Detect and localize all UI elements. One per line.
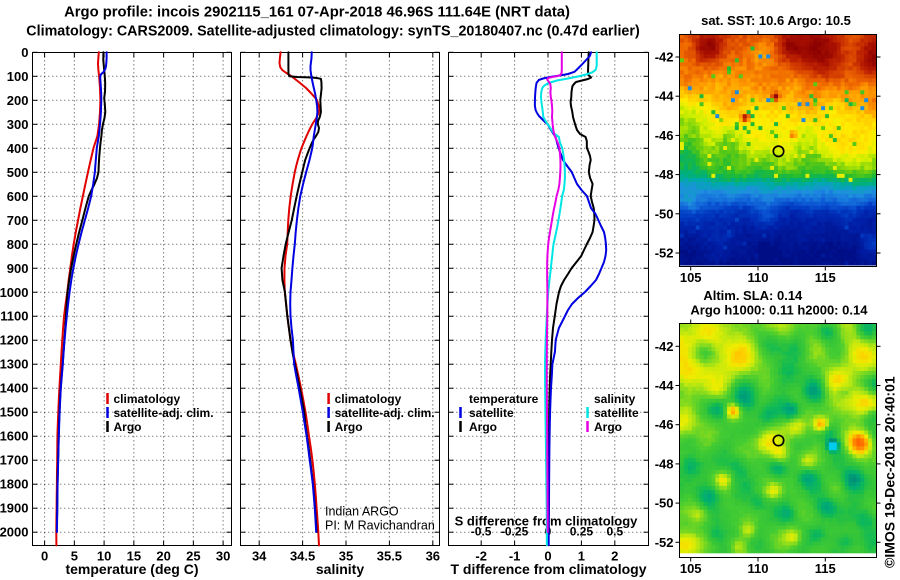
svg-text:30: 30 xyxy=(216,549,230,564)
svg-text:1500: 1500 xyxy=(0,405,29,420)
svg-text:0: 0 xyxy=(41,549,48,564)
svg-text:2000: 2000 xyxy=(0,525,29,540)
svg-text:500: 500 xyxy=(7,165,29,180)
svg-text:PI: M Ravichandran: PI: M Ravichandran xyxy=(325,519,435,533)
svg-text:1200: 1200 xyxy=(0,333,29,348)
svg-text:Argo h1000: 0.11 h2000: 0.14: Argo h1000: 0.11 h2000: 0.14 xyxy=(690,303,868,318)
svg-text:1300: 1300 xyxy=(0,357,29,372)
svg-text:1400: 1400 xyxy=(0,381,29,396)
svg-text:-0.5: -0.5 xyxy=(471,525,492,539)
svg-text:25: 25 xyxy=(186,549,200,564)
svg-text:0.5: 0.5 xyxy=(607,525,624,539)
svg-text:Climatology: CARS2009. Satelli: Climatology: CARS2009. Satellite-adjuste… xyxy=(26,24,640,40)
svg-text:temperature: temperature xyxy=(469,392,539,406)
svg-text:Argo: Argo xyxy=(114,420,142,434)
svg-text:34.5: 34.5 xyxy=(290,549,315,564)
svg-text:temperature (deg C): temperature (deg C) xyxy=(65,561,198,577)
svg-text:Argo: Argo xyxy=(594,420,622,434)
svg-text:-2: -2 xyxy=(475,549,487,564)
svg-text:Indian ARGO: Indian ARGO xyxy=(325,505,399,519)
svg-text:0: 0 xyxy=(21,45,28,60)
svg-text:climatology: climatology xyxy=(114,392,181,406)
svg-text:400: 400 xyxy=(7,141,29,156)
svg-text:sat. SST: 10.6 Argo: 10.5: sat. SST: 10.6 Argo: 10.5 xyxy=(701,13,851,28)
svg-text:15: 15 xyxy=(127,549,141,564)
svg-text:-1: -1 xyxy=(509,549,521,564)
svg-text:900: 900 xyxy=(7,261,29,276)
svg-text:Argo profile: incois 2902115_1: Argo profile: incois 2902115_161 07-Apr-… xyxy=(64,5,570,21)
svg-text:2: 2 xyxy=(611,549,618,564)
svg-text:5: 5 xyxy=(71,549,78,564)
svg-text:35: 35 xyxy=(339,549,353,564)
svg-text:700: 700 xyxy=(7,213,29,228)
svg-text:36: 36 xyxy=(426,549,440,564)
svg-text:1900: 1900 xyxy=(0,501,29,516)
svg-text:satellite: satellite xyxy=(594,406,639,420)
svg-text:satellite-adj. clim.: satellite-adj. clim. xyxy=(114,406,214,420)
svg-text:1600: 1600 xyxy=(0,429,29,444)
svg-text:salinity: salinity xyxy=(594,392,636,406)
svg-text:salinity: salinity xyxy=(316,561,364,577)
svg-text:1100: 1100 xyxy=(0,309,28,324)
svg-text:0: 0 xyxy=(544,549,551,564)
svg-text:1: 1 xyxy=(578,549,585,564)
svg-text:1000: 1000 xyxy=(0,285,29,300)
svg-text:100: 100 xyxy=(7,69,29,84)
svg-text:10: 10 xyxy=(97,549,111,564)
svg-text:800: 800 xyxy=(7,237,29,252)
svg-text:20: 20 xyxy=(156,549,170,564)
svg-text:climatology: climatology xyxy=(335,392,402,406)
svg-text:satellite: satellite xyxy=(469,406,514,420)
svg-text:Argo: Argo xyxy=(335,420,363,434)
svg-text:200: 200 xyxy=(7,93,29,108)
svg-text:600: 600 xyxy=(7,189,29,204)
svg-text:Altim. SLA: 0.14: Altim. SLA: 0.14 xyxy=(703,288,803,303)
svg-text:T difference from climatology: T difference from climatology xyxy=(450,561,646,577)
svg-text:35.5: 35.5 xyxy=(377,549,402,564)
svg-text:300: 300 xyxy=(7,117,29,132)
svg-text:1800: 1800 xyxy=(0,477,29,492)
svg-text:1700: 1700 xyxy=(0,453,29,468)
svg-text:34: 34 xyxy=(252,549,267,564)
svg-text:satellite-adj. clim.: satellite-adj. clim. xyxy=(335,406,435,420)
svg-text:-0.25: -0.25 xyxy=(501,525,529,539)
svg-text:0.25: 0.25 xyxy=(570,525,594,539)
svg-text:Argo: Argo xyxy=(469,420,497,434)
